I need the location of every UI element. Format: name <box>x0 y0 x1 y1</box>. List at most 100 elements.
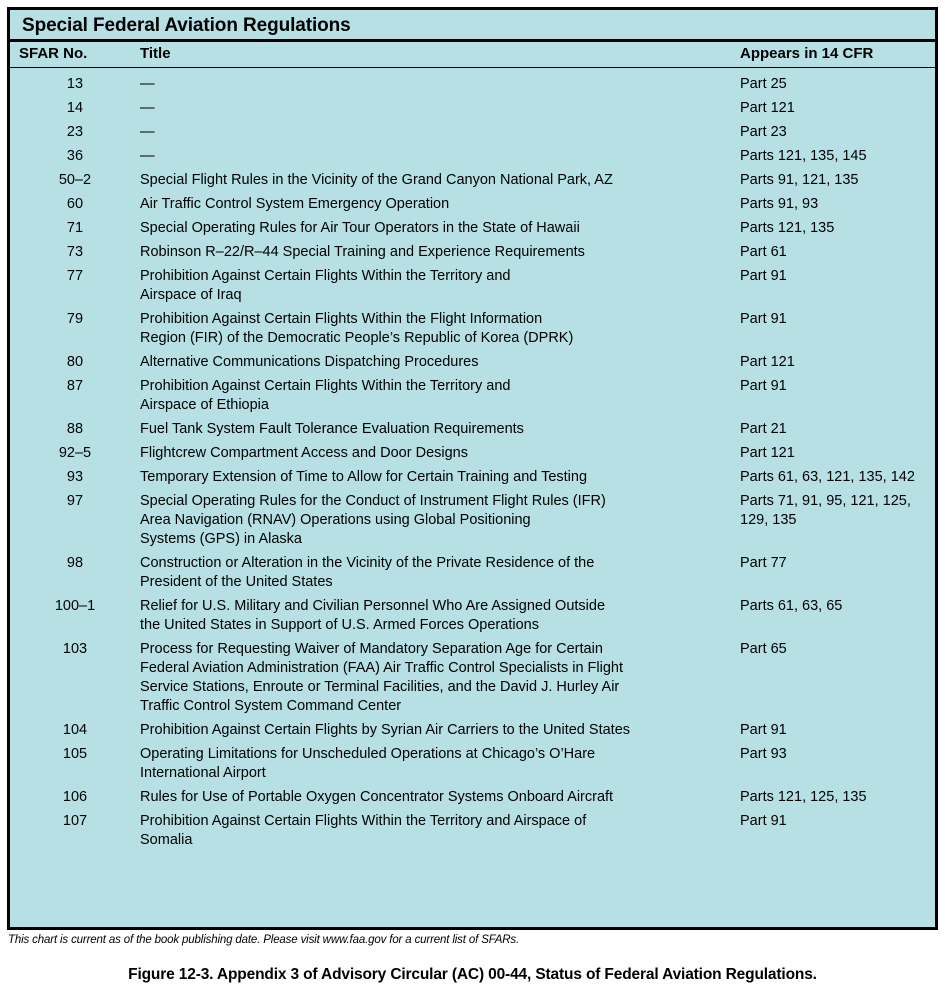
cell-cfr-line: Part 61 <box>740 244 787 260</box>
cell-title: Rules for Use of Portable Oxygen Concent… <box>140 787 740 807</box>
cell-sfar-number: 105 <box>62 746 88 762</box>
cell-cfr-line: Part 23 <box>740 124 787 140</box>
cell-sfar-number: 106 <box>62 789 88 805</box>
cell-sfar-number: 88 <box>66 421 84 437</box>
cell-title-line: Prohibition Against Certain Flights by S… <box>140 722 631 738</box>
cell-title-line: Temporary Extension of Time to Allow for… <box>140 469 588 485</box>
cell-sfar-number: 87 <box>66 378 84 394</box>
cell-sfar-number: 71 <box>66 220 84 236</box>
cell-cfr-line: Part 91 <box>740 268 787 284</box>
cell-cfr-line: Part 91 <box>740 813 787 829</box>
cell-sfar-number: 98 <box>66 555 84 571</box>
cell-title-line: Federal Aviation Administration (FAA) Ai… <box>140 660 624 676</box>
cell-title: — <box>140 98 740 118</box>
cell-title: — <box>140 74 740 94</box>
cell-sfar-number: 13 <box>66 76 84 92</box>
table-row: 93 Temporary Extension of Time to Allow f… <box>10 467 935 487</box>
table-footnote: This chart is current as of the book pub… <box>8 934 520 946</box>
cell-title-line: the United States in Support of U.S. Arm… <box>140 617 539 633</box>
column-header-title: Title <box>140 45 171 62</box>
cell-sfar-number: 97 <box>66 493 84 509</box>
cell-cfr: Part 77 <box>740 553 935 573</box>
cell-cfr-line: Part 25 <box>740 76 787 92</box>
cell-title-line: Alternative Communications Dispatching P… <box>140 354 479 370</box>
cell-cfr: Part 21 <box>740 419 935 439</box>
cell-cfr-line: Parts 121, 135 <box>740 220 835 236</box>
table-row: 98 Construction or Alteration in the Vici… <box>10 553 935 592</box>
cell-cfr-line: Part 91 <box>740 378 787 394</box>
cell-title: Special Operating Rules for Air Tour Ope… <box>140 218 740 238</box>
table-row: 87 Prohibition Against Certain Flights Wi… <box>10 376 935 415</box>
cell-title: Temporary Extension of Time to Allow for… <box>140 467 740 487</box>
cell-sfar-number: 100–1 <box>54 598 96 614</box>
cell-cfr: Part 91 <box>740 309 935 329</box>
cell-cfr: Parts 121, 135 <box>740 218 935 238</box>
cell-cfr: Parts 71, 91, 95, 121, 125, 129, 135 <box>740 491 935 530</box>
cell-sfar-number: 77 <box>66 268 84 284</box>
table-row: 92–5 Flightcrew Compartment Access and Do… <box>10 443 935 463</box>
cell-sfar-number: 36 <box>66 148 84 164</box>
cell-sfar-number: 93 <box>66 469 84 485</box>
cell-sfar-number: 23 <box>66 124 84 140</box>
table-row: 14 — Part 121 <box>10 98 935 118</box>
cell-title: Relief for U.S. Military and Civilian Pe… <box>140 596 740 635</box>
cell-title: Prohibition Against Certain Flights With… <box>140 309 740 348</box>
cell-title-line: Prohibition Against Certain Flights With… <box>140 268 511 284</box>
cell-cfr: Part 93 <box>740 744 935 764</box>
cell-title: Operating Limitations for Unscheduled Op… <box>140 744 740 783</box>
cell-title-line: Airspace of Iraq <box>140 287 242 303</box>
cell-title-line: Special Flight Rules in the Vicinity of … <box>140 172 613 188</box>
cell-title-line: Special Operating Rules for Air Tour Ope… <box>140 220 580 236</box>
table-row: 106 Rules for Use of Portable Oxygen Conc… <box>10 787 935 807</box>
cell-cfr-line: Part 21 <box>740 421 787 437</box>
cell-sfar-number: 104 <box>62 722 88 738</box>
cell-cfr-line: Part 77 <box>740 555 787 571</box>
cell-cfr: Part 91 <box>740 266 935 286</box>
cell-title: Prohibition Against Certain Flights With… <box>140 266 740 305</box>
cell-title-line: Systems (GPS) in Alaska <box>140 531 302 547</box>
cell-title: Process for Requesting Waiver of Mandato… <box>140 639 740 716</box>
table-row: 105 Operating Limitations for Unscheduled… <box>10 744 935 783</box>
cell-cfr: Part 121 <box>740 98 935 118</box>
cell-title: — <box>140 122 740 142</box>
cell-title-line: Traffic Control System Command Center <box>140 698 402 714</box>
cell-title-line: International Airport <box>140 765 266 781</box>
table-row: 77 Prohibition Against Certain Flights Wi… <box>10 266 935 305</box>
cell-sfar-number: 73 <box>66 244 84 260</box>
table-row: 23 — Part 23 <box>10 122 935 142</box>
cell-cfr: Part 91 <box>740 376 935 396</box>
cell-cfr: Parts 91, 93 <box>740 194 935 214</box>
table-row: 104 Prohibition Against Certain Flights b… <box>10 720 935 740</box>
cell-title-line: — <box>140 124 155 140</box>
cell-cfr-line: Part 91 <box>740 722 787 738</box>
cell-title-line: Prohibition Against Certain Flights With… <box>140 813 587 829</box>
table-row: 88 Fuel Tank System Fault Tolerance Evalu… <box>10 419 935 439</box>
cell-title-line: Construction or Alteration in the Vicini… <box>140 555 595 571</box>
cell-cfr: Part 121 <box>740 352 935 372</box>
cell-title-line: Prohibition Against Certain Flights With… <box>140 311 543 327</box>
cell-title: Special Flight Rules in the Vicinity of … <box>140 170 740 190</box>
cell-sfar-number: 92–5 <box>58 445 92 461</box>
cell-title: Prohibition Against Certain Flights by S… <box>140 720 740 740</box>
table-body: 13 — Part 25 14 — Part 121 23 — Part 23 36 — Parts … <box>10 68 935 850</box>
cell-cfr-line: Part 121 <box>740 100 795 116</box>
table-row: 60 Air Traffic Control System Emergency O… <box>10 194 935 214</box>
cell-title: — <box>140 146 740 166</box>
cell-title: Prohibition Against Certain Flights With… <box>140 811 740 850</box>
table-row: 71 Special Operating Rules for Air Tour O… <box>10 218 935 238</box>
column-header-sfar-number: SFAR No. <box>19 45 88 62</box>
cell-title-line: Relief for U.S. Military and Civilian Pe… <box>140 598 606 614</box>
cell-sfar-number: 60 <box>66 196 84 212</box>
cell-title-line: — <box>140 148 155 164</box>
cell-title-line: Airspace of Ethiopia <box>140 397 269 413</box>
cell-cfr: Part 91 <box>740 811 935 831</box>
cell-title-line: Special Operating Rules for the Conduct … <box>140 493 606 509</box>
cell-sfar-number: 79 <box>66 311 84 327</box>
cell-title-line: Prohibition Against Certain Flights With… <box>140 378 511 394</box>
cell-title: Special Operating Rules for the Conduct … <box>140 491 740 549</box>
cell-title-line: Fuel Tank System Fault Tolerance Evaluat… <box>140 421 524 437</box>
table-row: 97 Special Operating Rules for the Conduc… <box>10 491 935 549</box>
cell-cfr: Parts 61, 63, 65 <box>740 596 935 616</box>
cell-cfr-line: Parts 121, 135, 145 <box>740 148 867 164</box>
